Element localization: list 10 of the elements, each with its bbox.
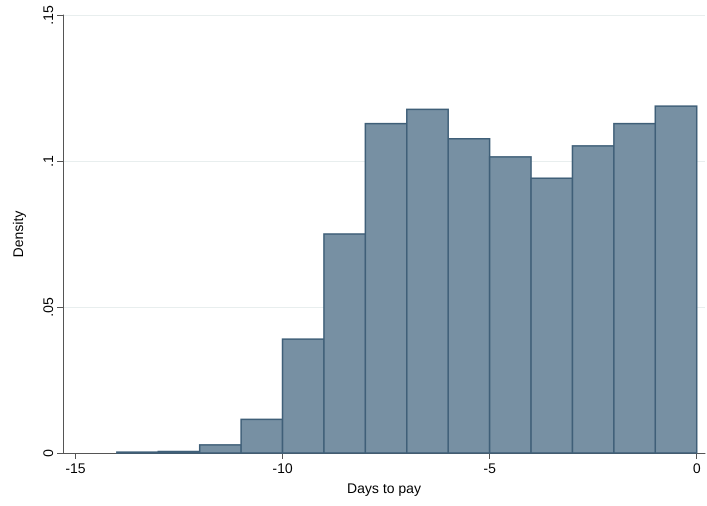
- x-axis-title: Days to pay: [347, 480, 421, 496]
- y-tick-label: .1: [40, 154, 56, 167]
- x-tick-label: -10: [272, 460, 293, 476]
- y-axis-title: Density: [10, 210, 26, 258]
- x-tick-label: -5: [483, 460, 496, 476]
- y-tick-label: .05: [40, 297, 56, 317]
- x-tick-label: -15: [65, 460, 86, 476]
- x-tick-label: 0: [692, 460, 701, 476]
- y-tick-label: .15: [40, 5, 56, 25]
- y-tick-label: 0: [40, 448, 56, 457]
